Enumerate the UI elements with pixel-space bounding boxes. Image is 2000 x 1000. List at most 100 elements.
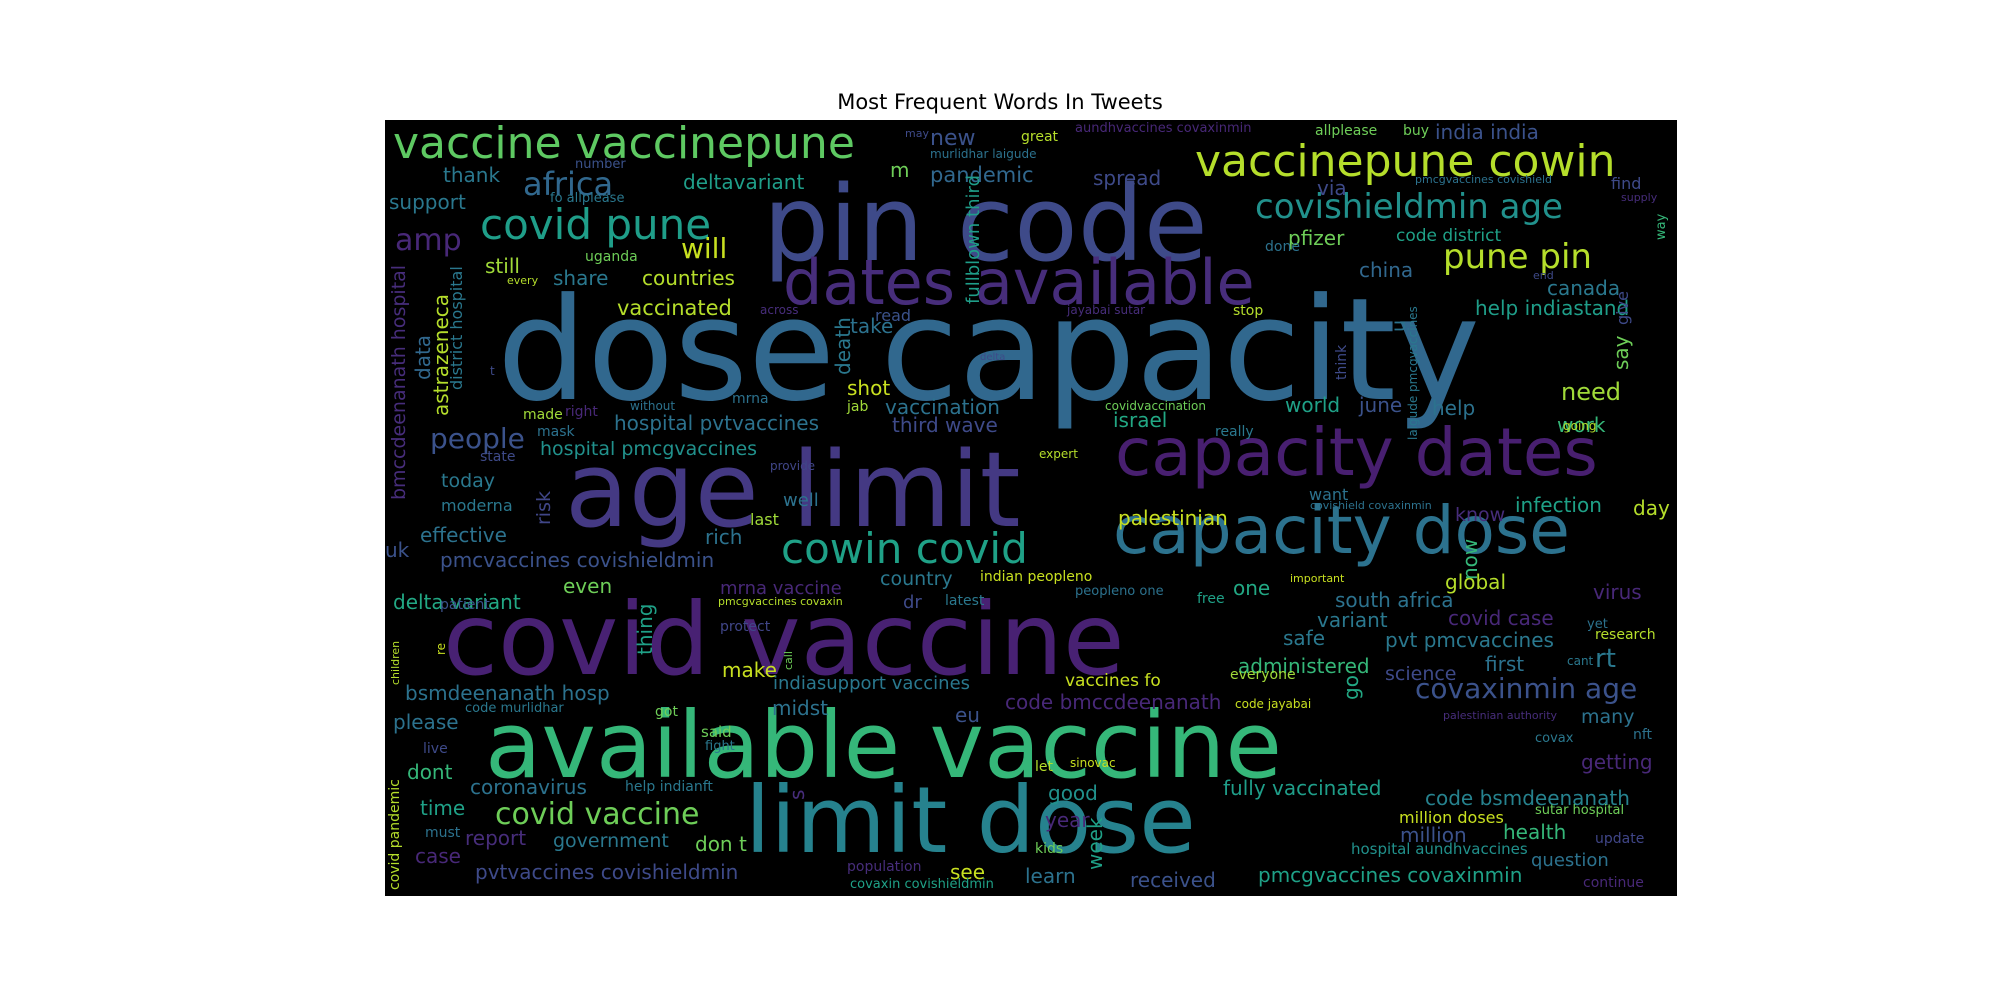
word-pmcgvaccines-covaxin: pmcgvaccines covaxin bbox=[718, 595, 843, 608]
word-covishield-covaxinmin: covishield covaxinmin bbox=[1310, 499, 1432, 512]
word-kids: kids bbox=[1035, 841, 1064, 857]
word-fight: fight bbox=[705, 739, 735, 754]
word-re: re bbox=[434, 642, 448, 655]
word-fo-allplease: fo allplease bbox=[550, 191, 625, 206]
word-expert: expert bbox=[1039, 447, 1078, 461]
word-infection: infection bbox=[1515, 493, 1602, 517]
word-pmcgvaccines-covishield: pmcgvaccines covishield bbox=[1415, 173, 1553, 186]
word-population: population bbox=[847, 859, 922, 875]
word-really: really bbox=[1215, 424, 1254, 440]
word-death: death bbox=[831, 317, 855, 375]
word-limit-dose: limit dose bbox=[745, 767, 1196, 874]
word-m: m bbox=[890, 158, 910, 182]
word-allplease: allplease bbox=[1315, 123, 1378, 139]
word-uk: uk bbox=[385, 538, 410, 562]
word-sutar-hospital: sutar hospital bbox=[1535, 803, 1625, 818]
word-help: help bbox=[1432, 396, 1476, 420]
word-said: said bbox=[701, 723, 732, 741]
word-research: research bbox=[1595, 627, 1656, 643]
word-help-indiastand: help indiastand bbox=[1475, 296, 1630, 320]
word-protect: protect bbox=[720, 619, 771, 635]
word-thank: thank bbox=[443, 163, 501, 187]
word-capacity-dates: capacity dates bbox=[1115, 414, 1598, 491]
word-good: good bbox=[1048, 781, 1098, 805]
word-pvtvaccines-covishieldmin: pvtvaccines covishieldmin bbox=[475, 860, 739, 884]
word-bmccdeenanath-hospital: bmccdeenanath hospital bbox=[388, 264, 410, 500]
word-say: say bbox=[1609, 335, 1633, 370]
word-let: let bbox=[1035, 759, 1053, 775]
word-million: million bbox=[1400, 823, 1467, 847]
word-find: find bbox=[1611, 174, 1642, 193]
word-learn: learn bbox=[1025, 864, 1076, 888]
word-received: received bbox=[1130, 868, 1216, 892]
word-science: science bbox=[1385, 663, 1457, 685]
word-delta-variant: delta variant bbox=[393, 590, 521, 614]
word-well: well bbox=[783, 490, 819, 511]
word-going: going bbox=[1563, 419, 1597, 433]
word-see: see bbox=[950, 860, 986, 884]
word-case: case bbox=[415, 844, 461, 868]
word-take: take bbox=[850, 314, 894, 338]
word-world: world bbox=[1285, 393, 1341, 417]
word-know: know bbox=[1455, 504, 1506, 526]
word-nft: nft bbox=[1633, 727, 1653, 743]
word-buy: buy bbox=[1403, 123, 1430, 139]
word-one: one bbox=[1233, 576, 1271, 600]
word-hospital-pvtvaccines: hospital pvtvaccines bbox=[614, 411, 820, 435]
word-covid-vaccine: covid vaccine bbox=[443, 581, 1125, 698]
word-pvt-pmcvaccines: pvt pmcvaccines bbox=[1385, 628, 1554, 652]
word-covaxinmin-age: covaxinmin age bbox=[1415, 672, 1638, 705]
word-data: data bbox=[411, 334, 435, 380]
word-code-murlidhar: code murlidhar bbox=[465, 701, 564, 716]
word-u: u bbox=[1388, 319, 1410, 332]
word-mask: mask bbox=[537, 424, 575, 440]
word-shot: shot bbox=[847, 376, 891, 400]
word-great: great bbox=[1021, 129, 1059, 145]
word-safe: safe bbox=[1283, 626, 1326, 650]
word-indian-peopleno: indian peopleno bbox=[980, 569, 1093, 585]
word-eu: eu bbox=[955, 703, 980, 727]
word-countries: countries bbox=[642, 266, 735, 290]
word-help-indianft: help indianft bbox=[625, 779, 713, 795]
word-many: many bbox=[1581, 706, 1635, 728]
word-effective: effective bbox=[420, 523, 507, 547]
word-must: must bbox=[425, 825, 461, 841]
word-covid-vaccine-small: covid vaccine bbox=[495, 797, 700, 832]
word-call: call bbox=[782, 651, 795, 670]
word-bsmdeenanath-hosp: bsmdeenanath hosp bbox=[405, 681, 610, 705]
word-go: go bbox=[1339, 675, 1363, 700]
word-sinovac: sinovac bbox=[1070, 756, 1116, 770]
word-right: right bbox=[565, 404, 598, 420]
word-week: week bbox=[1083, 817, 1107, 870]
word-uganda: uganda bbox=[585, 249, 638, 265]
word-end: end bbox=[1533, 269, 1554, 282]
word-million-doses: million doses bbox=[1399, 808, 1504, 827]
word-covaxin-covishieldmin: covaxin covishieldmin bbox=[850, 877, 994, 892]
word-virus: virus bbox=[1593, 580, 1642, 604]
word-got: got bbox=[655, 704, 678, 720]
word-work: work bbox=[1557, 413, 1606, 437]
word-china: china bbox=[1359, 258, 1414, 282]
word-available-vaccine: available vaccine bbox=[485, 692, 1282, 799]
word-time: time bbox=[420, 796, 466, 820]
word-palestinian-authority: palestinian authority bbox=[1443, 709, 1558, 722]
word-year: year bbox=[1045, 808, 1090, 832]
word-age-limit: age limit bbox=[565, 429, 1021, 551]
word-global: global bbox=[1445, 570, 1506, 594]
word-will: will bbox=[681, 232, 728, 265]
word-murlidhar-laigude: murlidhar laigude bbox=[930, 147, 1037, 161]
word-children: children bbox=[389, 640, 402, 685]
word-rt: rt bbox=[1595, 644, 1616, 674]
word-free: free bbox=[1197, 591, 1225, 607]
word-done: done bbox=[1265, 239, 1300, 255]
word-covid-pandemic: covid pandemic bbox=[387, 779, 403, 890]
word-code-jayabai: code jayabai bbox=[1235, 697, 1312, 711]
word-latest: latest bbox=[945, 593, 985, 609]
word-midst: midst bbox=[772, 696, 828, 720]
word-coronavirus: coronavirus bbox=[470, 775, 587, 799]
word-important: important bbox=[1290, 572, 1345, 585]
word-update: update bbox=[1595, 831, 1645, 847]
word-jab: jab bbox=[847, 399, 869, 415]
word-last: last bbox=[750, 510, 779, 529]
word-getting: getting bbox=[1581, 750, 1653, 774]
